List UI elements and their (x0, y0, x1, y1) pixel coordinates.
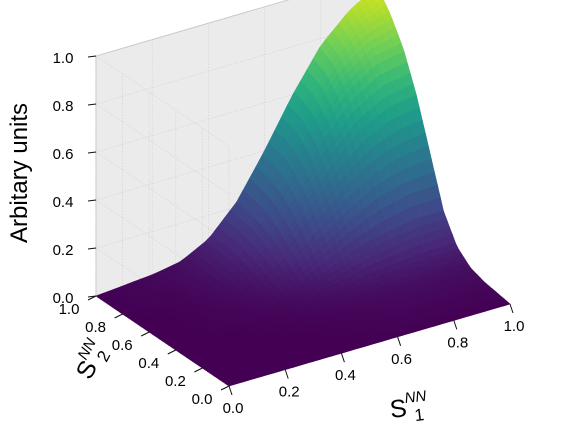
z-tick-label: 0.0 (53, 290, 74, 307)
x-tick-label: 1.0 (504, 318, 525, 335)
z-tick-label: 0.6 (53, 146, 74, 163)
y-tick-label: 0.8 (85, 319, 106, 336)
x-tick-mark (228, 385, 233, 396)
x-axis-label-sup: NN (404, 388, 428, 408)
x-tick-mark (453, 320, 458, 330)
z-tick-mark (87, 151, 97, 154)
z-tick-mark (87, 103, 97, 106)
surface-mesh (95, 0, 511, 387)
x-axis-label-sub: 1 (413, 405, 425, 425)
z-tick-mark (87, 55, 97, 58)
x-tick-label: 0.0 (223, 400, 244, 417)
y-tick-mark (167, 349, 177, 355)
z-tick-mark (87, 295, 97, 298)
x-axis-label: S 1 NN (388, 388, 428, 428)
x-tick-mark (509, 303, 514, 314)
y-tick-label: 0.4 (138, 355, 159, 372)
z-tick-mark (87, 247, 97, 250)
y-tick-label: 0.6 (112, 337, 133, 354)
grid-xz-z (95, 0, 290, 57)
z-tick-label: 0.8 (53, 98, 74, 115)
svg-text:S 1: S 1 (388, 392, 425, 428)
y-tick-mark (140, 331, 150, 337)
y-tick-mark (194, 367, 203, 373)
z-tick-label: 0.2 (53, 242, 74, 259)
x-tick-mark (397, 336, 402, 346)
x-tick-label: 0.6 (391, 351, 412, 368)
z-tick-mark (87, 199, 97, 202)
y-tick-label: 0.2 (165, 373, 186, 390)
x-axis-label-main: S (388, 394, 408, 424)
y-tick-label: 0.0 (192, 391, 213, 408)
y-axis-label: S 2 NN (71, 335, 115, 383)
y-tick-mark (220, 385, 230, 391)
z-tick-label: 1.0 (53, 50, 74, 67)
x-tick-mark (340, 353, 345, 363)
surface-facet (225, 381, 237, 387)
x-tick-label: 0.4 (335, 367, 356, 384)
axis-ticks: 0.00.20.40.60.81.00.00.20.40.60.81.00.00… (53, 50, 525, 417)
y-tick-mark (114, 313, 123, 319)
z-tick-label: 0.4 (53, 194, 74, 211)
x-tick-mark (284, 369, 289, 379)
x-tick-label: 0.8 (447, 334, 468, 351)
y-tick-label: 1.0 (59, 301, 80, 318)
z-axis-label: Arbitary units (6, 103, 33, 243)
x-tick-label: 0.2 (279, 384, 300, 401)
